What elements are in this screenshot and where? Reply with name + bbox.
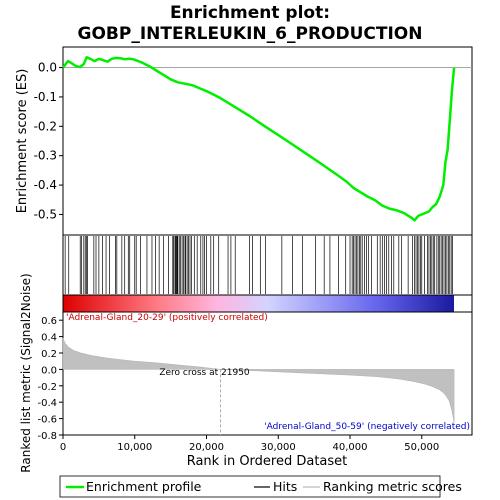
es-plot-frame xyxy=(62,46,473,236)
legend-hits-label: Hits xyxy=(273,479,297,494)
es-y-tick-label: -0.4 xyxy=(34,178,57,192)
ranking-y-tick-label: -0.6 xyxy=(37,415,57,426)
ranking-metric-fill xyxy=(62,338,455,423)
es-y-tick-label: -0.3 xyxy=(34,149,57,163)
ranking-y-tick-label: -0.2 xyxy=(37,382,57,393)
legend-box xyxy=(59,475,441,498)
ranking-y-tick-label: 0.4 xyxy=(41,333,57,344)
es-y-tick-label: -0.5 xyxy=(34,207,57,221)
ranking-y-axis-label: Ranked list metric (Signal2Noise) xyxy=(19,273,33,472)
ranking-x-tick-label: 20,000 xyxy=(189,442,224,453)
es-y-ticks: 0.0 -0.1 -0.2 -0.3 -0.4 -0.5 xyxy=(34,61,63,221)
es-y-axis-label: Enrichment score (ES) xyxy=(15,69,30,214)
ranking-y-tick-label: 0.0 xyxy=(41,365,57,376)
positive-correlation-label: 'Adrenal-Gland_20-29' (positively correl… xyxy=(66,313,268,323)
ranking-x-axis-label: Rank in Ordered Dataset xyxy=(187,454,348,469)
enrichment-profile-series xyxy=(61,56,456,222)
enrichment-profile-line xyxy=(61,56,456,222)
legend-enrichment-label: Enrichment profile xyxy=(86,479,202,494)
ranking-x-tick-label: 40,000 xyxy=(333,442,368,453)
legend-ranking-label: Ranking metric scores xyxy=(323,479,462,494)
ranking-x-tick-label: 30,000 xyxy=(261,442,296,453)
ranking-x-tick-label: 0 xyxy=(60,442,66,453)
chart-title-line1: Enrichment plot: xyxy=(170,3,330,23)
ranking-y-tick-label: -0.8 xyxy=(37,431,57,442)
es-y-tick-label: -0.1 xyxy=(34,90,57,104)
ranking-x-tick-label: 50,000 xyxy=(404,442,439,453)
ranking-y-tick-label: 0.2 xyxy=(41,349,57,360)
hits-panel-frame xyxy=(62,234,473,296)
ranking-metric-area xyxy=(62,338,455,423)
chart-title-line2: GOBP_INTERLEUKIN_6_PRODUCTION xyxy=(78,24,423,44)
negative-correlation-label: 'Adrenal-Gland_50-59' (negatively correl… xyxy=(264,422,470,432)
ranking-colorbar xyxy=(62,294,473,313)
zero-cross-label: Zero cross at 21950 xyxy=(159,368,250,378)
ranking-x-tick-label: 10,000 xyxy=(117,442,152,453)
ranking-y-tick-label: 0.6 xyxy=(41,316,57,327)
hits-markers xyxy=(64,236,453,294)
ranking-x-ticks: 0 10,000 20,000 30,000 40,000 50,000 xyxy=(60,435,439,453)
ranking-y-tick-label: -0.4 xyxy=(37,398,57,409)
ranking-y-ticks: 0.6 0.4 0.2 0.0 -0.2 -0.4 -0.6 -0.8 xyxy=(37,316,63,442)
es-y-tick-label: -0.2 xyxy=(34,119,57,133)
es-y-tick-label: 0.0 xyxy=(38,61,57,75)
